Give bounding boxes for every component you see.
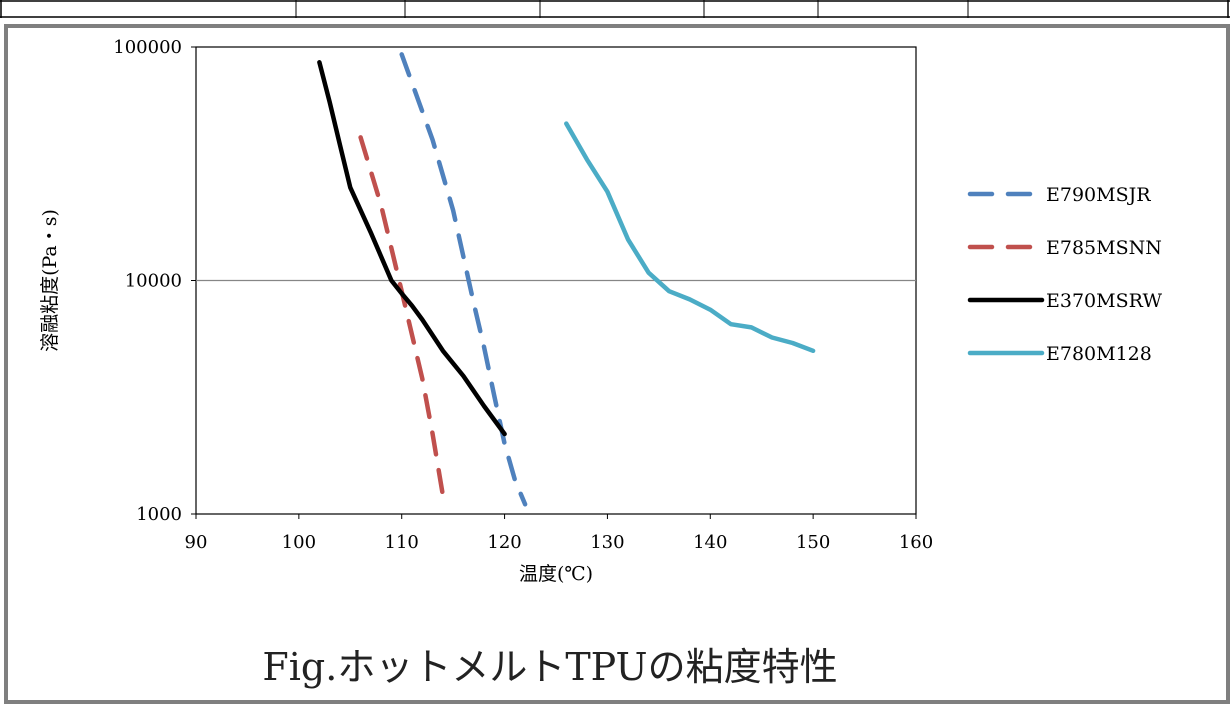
x-axis-label: 温度(℃) [519,563,593,585]
x-tick-label: 160 [899,532,933,553]
x-tick-label: 130 [590,532,624,553]
x-tick-label: 100 [282,532,316,553]
chart: 1000 10000 100000 90 100 110 120 130 140 150 160 温度… [4,24,1230,704]
y-tick-label: 1000 [136,504,182,525]
x-tick-label: 150 [796,532,830,553]
x-tick-label: 110 [385,532,419,553]
y-tick-label: 10000 [125,271,182,292]
legend-label-e370msrw: E370MSRW [1046,290,1162,312]
figure-caption: Fig.ホットメルトTPUの粘度特性 [262,645,838,689]
y-axis-label: 溶融粘度(Pa・s) [39,209,61,352]
top-table-border [0,0,1230,18]
table-lines [0,0,1230,18]
series-line-e370msrw [317,60,507,437]
series-line-e780m128 [564,121,816,354]
x-tick-label: 90 [185,532,208,553]
chart-frame: 1000 10000 100000 90 100 110 120 130 140 150 160 温度… [4,24,1230,714]
legend-label-e790msjr: E790MSJR [1046,184,1151,206]
x-tick-label: 140 [693,532,727,553]
series-line-e785msnn [358,135,446,498]
legend-label-e780m128: E780M128 [1046,343,1152,365]
series-line-e790msjr [399,52,528,507]
y-tick-label: 100000 [113,37,182,58]
legend-label-e785msnn: E785MSNN [1046,237,1162,259]
x-tick-label: 120 [487,532,521,553]
